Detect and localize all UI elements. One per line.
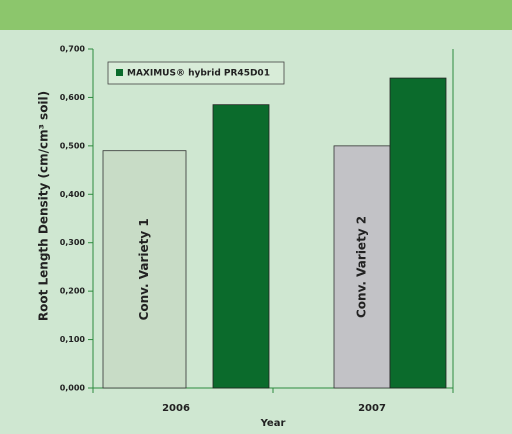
y-tick-label: 0,700 bbox=[60, 45, 86, 54]
x-tick-label: 2006 bbox=[162, 403, 190, 414]
y-tick-label: 0,600 bbox=[60, 93, 86, 102]
y-tick-label: 0,400 bbox=[60, 190, 86, 199]
bar bbox=[102, 150, 187, 389]
bar-label: Conv. Variety 2 bbox=[355, 216, 369, 318]
bar-label: Conv. Variety 1 bbox=[137, 218, 151, 320]
y-tick-label: 0,000 bbox=[60, 384, 86, 393]
y-tick-label: 0,200 bbox=[60, 287, 86, 296]
y-tick-label: 0,300 bbox=[60, 238, 86, 247]
legend-swatch bbox=[116, 69, 123, 76]
y-axis-label: Root Length Density (cm/cm³ soil) bbox=[37, 91, 51, 321]
bar bbox=[212, 104, 270, 389]
y-tick-label: 0,500 bbox=[60, 141, 86, 150]
x-axis-label: Year bbox=[260, 418, 286, 429]
x-tick-label: 2007 bbox=[358, 403, 386, 414]
legend-box bbox=[107, 61, 285, 85]
legend-label: MAXIMUS® hybrid PR45D01 bbox=[127, 69, 270, 79]
bar bbox=[389, 77, 447, 389]
header-band bbox=[0, 0, 512, 30]
y-tick-label: 0,100 bbox=[60, 335, 86, 344]
